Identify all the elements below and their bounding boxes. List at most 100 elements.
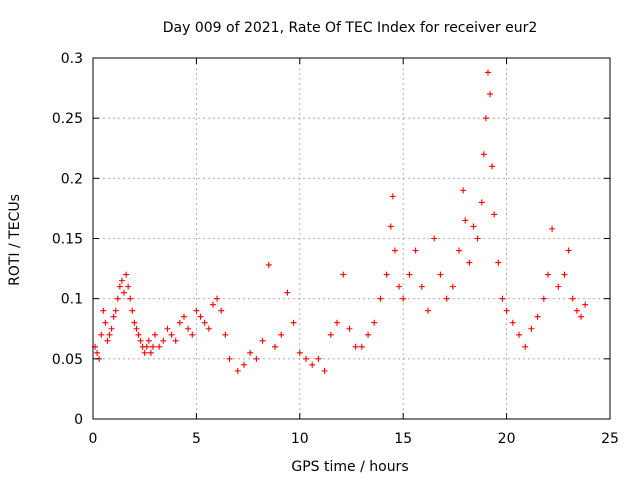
data-point <box>499 295 506 302</box>
data-point <box>102 319 109 326</box>
data-point <box>226 355 233 362</box>
data-point <box>544 271 551 278</box>
data-point <box>180 313 187 320</box>
data-point <box>478 199 485 206</box>
data-point <box>125 283 132 290</box>
data-point <box>470 223 477 230</box>
data-point <box>522 343 529 350</box>
data-point <box>168 331 175 338</box>
data-point <box>487 91 494 98</box>
data-point <box>94 349 101 356</box>
data-point <box>480 151 487 158</box>
data-point <box>573 307 580 314</box>
data-point <box>100 307 107 314</box>
data-point <box>149 343 156 350</box>
x-tick-label: 10 <box>291 431 309 447</box>
data-point <box>565 247 572 254</box>
data-point <box>156 343 163 350</box>
y-tick-label: 0.3 <box>61 51 83 67</box>
data-point <box>484 69 491 76</box>
data-point <box>127 295 134 302</box>
data-point <box>110 313 117 320</box>
x-tick-label: 20 <box>498 431 516 447</box>
data-point <box>222 331 229 338</box>
data-point <box>528 325 535 332</box>
data-point <box>253 355 260 362</box>
data-point <box>371 319 378 326</box>
y-tick-label: 0.05 <box>52 352 83 368</box>
x-tick-label: 0 <box>89 431 98 447</box>
data-point <box>106 331 113 338</box>
data-point <box>160 337 167 344</box>
data-point <box>549 225 556 232</box>
data-point <box>482 115 489 122</box>
data-point <box>396 283 403 290</box>
data-point <box>503 307 510 314</box>
data-point <box>185 325 192 332</box>
data-point <box>131 319 138 326</box>
data-point <box>358 343 365 350</box>
data-point <box>247 349 254 356</box>
data-point <box>205 325 212 332</box>
data-point <box>129 307 136 314</box>
data-point <box>389 193 396 200</box>
data-point <box>284 289 291 296</box>
data-point <box>112 307 119 314</box>
data-point <box>474 235 481 242</box>
data-point <box>114 295 121 302</box>
data-point <box>135 331 142 338</box>
grid-lines <box>93 58 610 419</box>
data-point <box>540 295 547 302</box>
x-tick-label: 25 <box>601 431 619 447</box>
data-point <box>391 247 398 254</box>
data-point <box>189 331 196 338</box>
x-axis-title: GPS time / hours <box>291 459 408 475</box>
data-point <box>346 325 353 332</box>
y-tick-label: 0.2 <box>61 171 83 187</box>
data-point <box>489 163 496 170</box>
y-tick-labels: 0 0.05 0.1 0.15 0.2 0.25 0.3 <box>52 51 83 428</box>
data-point <box>425 307 432 314</box>
data-point <box>516 331 523 338</box>
data-point <box>412 247 419 254</box>
data-point <box>141 349 148 356</box>
data-point <box>234 367 241 374</box>
data-point <box>143 343 150 350</box>
data-point <box>209 301 216 308</box>
y-tick-label: 0.25 <box>52 111 83 127</box>
data-point <box>387 223 394 230</box>
y-tick-label: 0.1 <box>61 292 83 308</box>
y-axis-title: ROTI / TECUs <box>7 194 23 286</box>
data-point <box>569 295 576 302</box>
data-point <box>240 361 247 368</box>
data-point <box>456 247 463 254</box>
data-point <box>495 259 502 266</box>
y-tick-label: 0 <box>74 412 83 428</box>
data-point <box>104 337 111 344</box>
data-point <box>218 307 225 314</box>
data-point <box>555 283 562 290</box>
data-point <box>133 325 140 332</box>
data-point <box>303 355 310 362</box>
data-point <box>582 301 589 308</box>
data-point <box>491 211 498 218</box>
data-point <box>265 261 272 268</box>
data-point <box>334 319 341 326</box>
data-point <box>352 343 359 350</box>
y-tick-label: 0.15 <box>52 232 83 248</box>
data-point <box>449 283 456 290</box>
data-point <box>460 187 467 194</box>
data-point <box>290 319 297 326</box>
data-point <box>309 361 316 368</box>
data-point <box>271 343 278 350</box>
data-point <box>340 271 347 278</box>
data-point <box>259 337 266 344</box>
x-tick-label: 15 <box>394 431 412 447</box>
data-point <box>383 271 390 278</box>
plot-frame <box>92 57 611 420</box>
data-point <box>147 349 154 356</box>
data-point <box>509 319 516 326</box>
data-point <box>315 355 322 362</box>
data-point <box>400 295 407 302</box>
